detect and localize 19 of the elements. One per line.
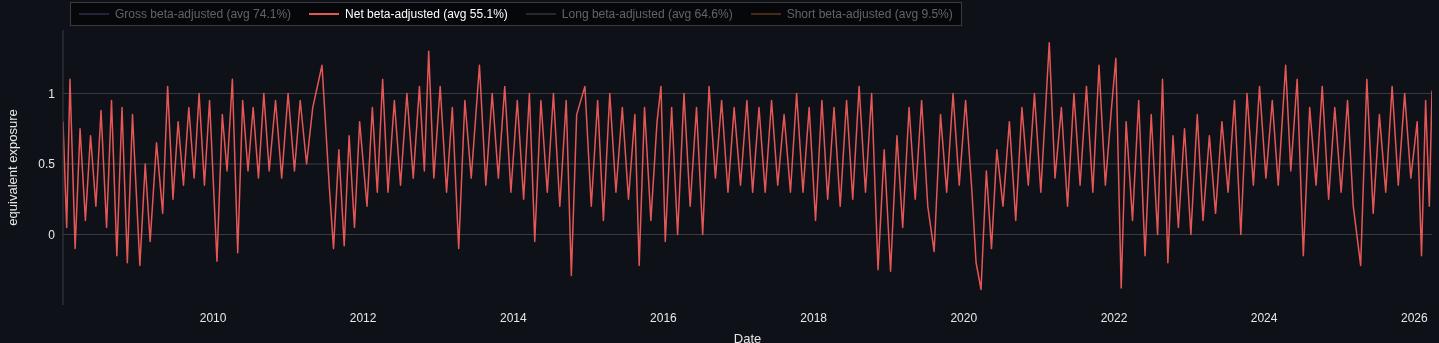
x-tick-label: 2024 <box>1250 310 1278 325</box>
x-axis-title: Date <box>733 331 762 343</box>
x-tick-label: 2022 <box>1100 310 1128 325</box>
legend-label: Gross beta-adjusted (avg 74.1%) <box>115 6 292 23</box>
x-tick-label: 2010 <box>199 310 227 325</box>
y-tick-label: 1 <box>48 86 56 101</box>
x-tick-label: 2014 <box>500 310 528 325</box>
line-series <box>63 41 1432 291</box>
x-tick-label: 2012 <box>349 310 377 325</box>
legend-label: Short beta-adjusted (avg 9.5%) <box>786 6 953 23</box>
x-tick-label: 2020 <box>950 310 978 325</box>
legend-label: Net beta-adjusted (avg 55.1%) <box>345 6 508 23</box>
legend-label: Long beta-adjusted (avg 64.6%) <box>561 6 733 23</box>
y-tick-label: 0 <box>48 227 56 242</box>
y-tick-label: 0.5 <box>38 157 56 172</box>
x-tick-label: 2018 <box>800 310 828 325</box>
x-tick-label: 2016 <box>650 310 678 325</box>
x-tick-label: 2026 <box>1400 310 1428 325</box>
y-axis-title: equivalent exposure <box>4 109 20 226</box>
